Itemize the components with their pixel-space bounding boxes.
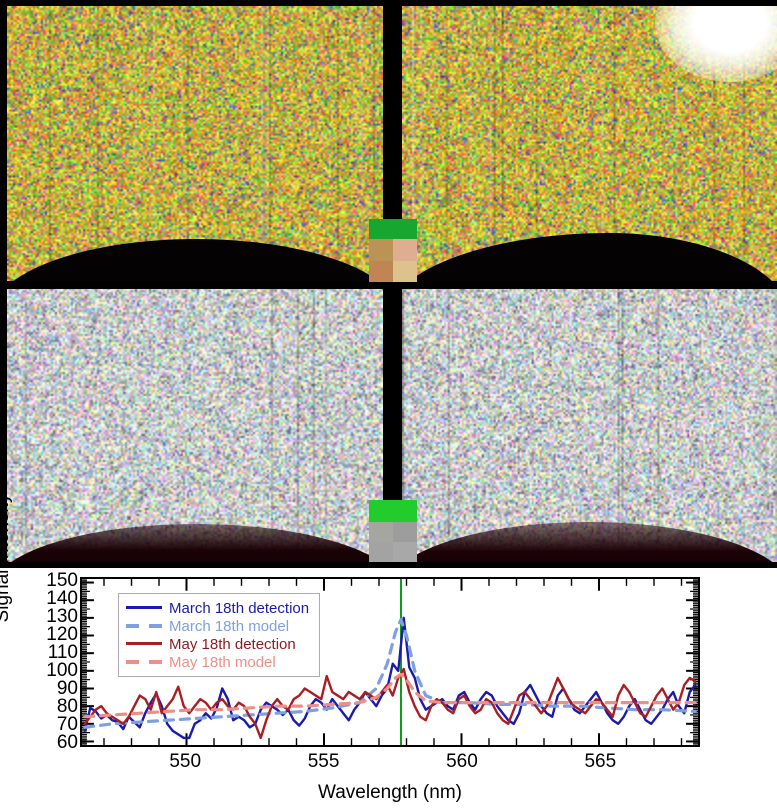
panel-divider-horizontal [0,281,777,289]
marker-cell [393,542,417,562]
marker-cell [369,522,393,542]
y-tick-label: 110 [47,641,78,663]
y-tick-label: 130 [46,605,78,627]
legend-swatch [126,655,162,669]
marker-cell [393,260,417,282]
noise-field [400,288,777,562]
legend-swatch [126,619,162,633]
marker-cell [369,239,393,261]
upper-center-marker[interactable] [369,219,417,282]
x-tick-label: 565 [584,751,617,772]
y-tick-label: 70 [56,714,78,736]
x-tick-label: 555 [307,751,340,772]
spectrum-line-chart: Signal Intensity 60 70 80 90 100 110 120 130 140… [0,494,777,811]
legend-item: May 18th model [126,653,309,671]
y-tick-label: 80 [56,696,78,718]
marker-cell [393,239,417,261]
marker-green-swatch [369,219,417,239]
noise-field [7,6,385,281]
legend-label: March 18th detection [169,599,310,617]
legend-swatch [126,637,162,651]
legend-label: May 18th detection [169,635,296,653]
x-tick-label: 560 [446,751,478,772]
y-tick-label: 100 [46,660,78,682]
noise-field [400,6,777,281]
top-right-spectrum-panel [400,6,777,281]
y-tick-label: 150 [46,569,78,591]
y-tick-label: 60 [56,732,78,754]
series-march_model [85,620,696,728]
top-left-spectrum-panel [7,6,385,281]
marker-cell [369,542,393,562]
spectrum-image-mosaic [0,0,777,568]
marker-cell [393,522,417,542]
legend-item: March 18th detection [126,599,309,617]
legend-swatch [126,601,162,615]
bottom-right-spectrum-panel [400,288,777,562]
series-march_detection [85,618,696,738]
legend-label: May 18th model [169,653,276,671]
series-may_model [85,674,696,716]
marker-green-swatch [369,500,417,522]
x-tick-label: 550 [169,751,202,772]
legend-item: May 18th detection [126,635,309,653]
legend-item: March 18th model [126,617,309,635]
y-axis-tick-labels: 60 70 80 90 100 110 120 130 140 150 [0,568,78,758]
noise-field [7,288,385,562]
marker-cell [369,260,393,282]
legend-label: March 18th model [169,617,290,635]
bottom-left-spectrum-panel [7,288,385,562]
y-tick-label: 120 [46,623,78,645]
lower-center-marker[interactable] [369,500,417,562]
chart-legend: March 18th detection March 18th model May … [118,593,321,677]
marker-color-grid [369,522,417,562]
marker-color-grid [369,239,417,282]
y-tick-label: 140 [46,587,78,609]
x-axis-label: Wavelength (nm) [318,782,462,803]
y-tick-label: 90 [56,678,78,700]
plot-svg [82,579,698,745]
